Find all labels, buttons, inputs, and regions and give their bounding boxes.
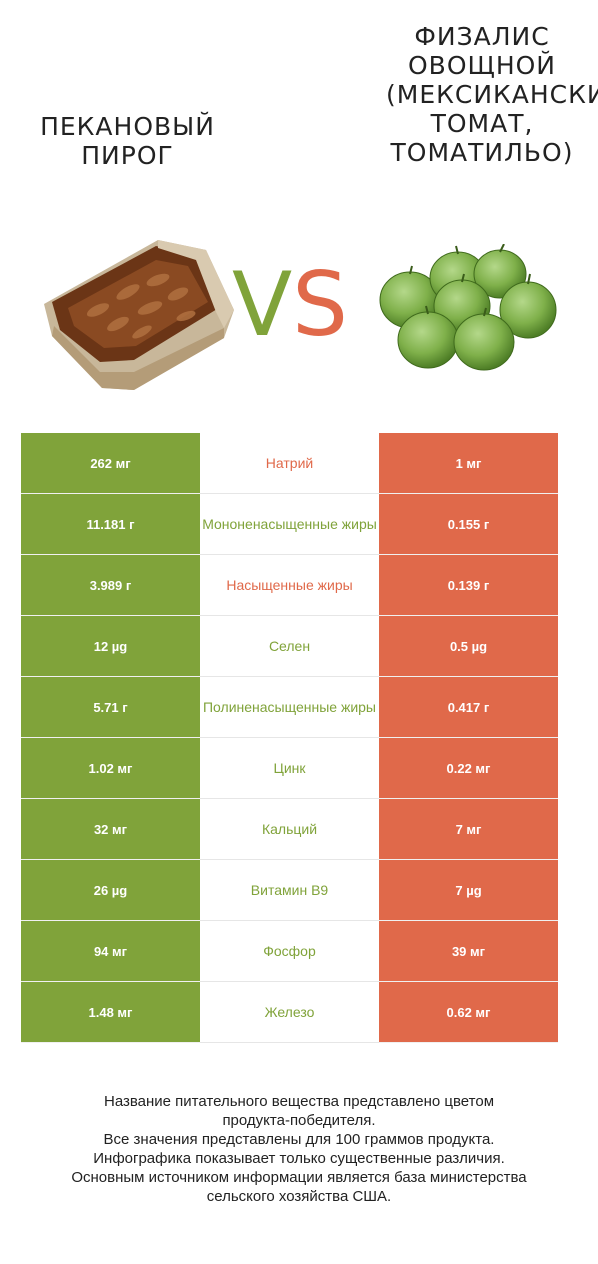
comparison-row: 3.989 г Насыщенные жиры 0.139 г xyxy=(21,554,558,616)
comparison-row: 1.48 мг Железо 0.62 мг xyxy=(21,981,558,1043)
right-value: 0.62 мг xyxy=(379,981,558,1043)
right-value: 0.155 г xyxy=(379,493,558,555)
nutrient-label: Полиненасыщенные жиры xyxy=(202,699,376,715)
comparison-row: 26 µg Витамин B9 7 µg xyxy=(21,859,558,921)
footer-line: Название питательного вещества представл… xyxy=(103,1093,495,1110)
nutrient-name: Кальций xyxy=(200,798,379,860)
right-value: 0.139 г xyxy=(379,554,558,616)
right-title-line: (Мексиканский xyxy=(386,80,598,109)
nutrient-name: Витамин B9 xyxy=(200,859,379,921)
nutrient-name: Полиненасыщенные жиры xyxy=(200,676,379,738)
right-value: 39 мг xyxy=(379,920,558,982)
nutrient-name: Насыщенные жиры xyxy=(200,554,379,616)
left-value: 94 мг xyxy=(21,920,200,982)
left-value: 1.48 мг xyxy=(21,981,200,1043)
right-value: 7 мг xyxy=(379,798,558,860)
footer-line: продукта-победителя. xyxy=(222,1112,376,1129)
comparison-row: 1.02 мг Цинк 0.22 мг xyxy=(21,737,558,799)
left-value: 26 µg xyxy=(21,859,200,921)
pecan-pie-image xyxy=(44,240,234,390)
left-value: 32 мг xyxy=(21,798,200,860)
nutrient-name: Железо xyxy=(200,981,379,1043)
comparison-table: 262 мг Натрий 1 мг 11.181 г Мононенасыщенные… xyxy=(21,433,558,1043)
right-value: 0.22 мг xyxy=(379,737,558,799)
footer-note: Название питательного вещества представл… xyxy=(0,1092,598,1206)
nutrient-label: Натрий xyxy=(265,455,314,471)
nutrient-label: Железо xyxy=(264,1004,315,1020)
comparison-row: 32 мг Кальций 7 мг xyxy=(21,798,558,860)
right-value: 0.417 г xyxy=(379,676,558,738)
vs-s: S xyxy=(292,253,349,356)
footer-line: Все значения представлены для 100 граммо… xyxy=(103,1131,495,1148)
vs-v: V xyxy=(231,253,293,356)
nutrient-label: Мононенасыщенные жиры xyxy=(202,516,377,532)
nutrient-label: Цинк xyxy=(273,760,306,776)
footer-line: Основным источником информации является … xyxy=(71,1169,527,1186)
nutrient-name: Селен xyxy=(200,615,379,677)
left-value: 11.181 г xyxy=(21,493,200,555)
vs-label: VS xyxy=(220,250,360,360)
nutrient-name: Цинк xyxy=(200,737,379,799)
nutrient-name: Фосфор xyxy=(200,920,379,982)
comparison-row: 11.181 г Мононенасыщенные жиры 0.155 г xyxy=(21,493,558,555)
nutrient-label: Насыщенные жиры xyxy=(226,577,353,593)
nutrient-label: Фосфор xyxy=(263,943,316,959)
right-title-line: томат, xyxy=(430,109,534,138)
comparison-row: 5.71 г Полиненасыщенные жиры 0.417 г xyxy=(21,676,558,738)
right-title-line: Физалис xyxy=(414,22,550,51)
right-value: 7 µg xyxy=(379,859,558,921)
left-value: 12 µg xyxy=(21,615,200,677)
right-title-line: томатильо) xyxy=(390,138,574,167)
right-food-title: Физалис овощной (Мексиканский томат, том… xyxy=(366,22,598,167)
left-value: 262 мг xyxy=(21,433,200,494)
comparison-row: 262 мг Натрий 1 мг xyxy=(21,433,558,494)
comparison-row: 94 мг Фосфор 39 мг xyxy=(21,920,558,982)
footer-line: Инфографика показывает только существенн… xyxy=(93,1150,505,1167)
footer-line: сельского хозяйства США. xyxy=(206,1188,392,1205)
left-value: 1.02 мг xyxy=(21,737,200,799)
left-food-title: Пекановый пирог xyxy=(40,112,215,170)
left-value: 3.989 г xyxy=(21,554,200,616)
nutrient-name: Натрий xyxy=(200,433,379,494)
left-value: 5.71 г xyxy=(21,676,200,738)
nutrient-label: Селен xyxy=(268,638,311,654)
right-title-line: овощной xyxy=(407,51,557,80)
comparison-row: 12 µg Селен 0.5 µg xyxy=(21,615,558,677)
nutrient-name: Мононенасыщенные жиры xyxy=(200,493,379,555)
right-value: 1 мг xyxy=(379,433,558,494)
nutrient-label: Кальций xyxy=(261,821,318,837)
nutrient-label: Витамин B9 xyxy=(250,882,329,898)
tomatillo-image xyxy=(379,244,557,371)
right-value: 0.5 µg xyxy=(379,615,558,677)
